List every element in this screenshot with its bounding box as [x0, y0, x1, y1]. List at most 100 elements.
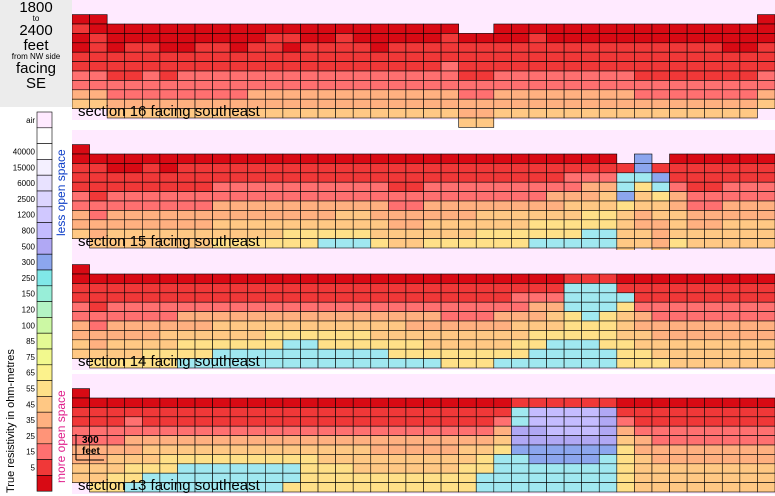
resistivity-cell — [194, 70, 213, 81]
resistivity-cell — [72, 153, 90, 164]
resistivity-cell — [212, 181, 231, 192]
resistivity-cell — [388, 435, 407, 446]
resistivity-cell — [106, 454, 126, 465]
legend-swatch — [36, 396, 53, 413]
resistivity-cell — [124, 219, 143, 230]
resistivity-cell — [282, 51, 301, 62]
resistivity-cell — [511, 108, 530, 119]
resistivity-cell — [757, 301, 775, 312]
resistivity-cell — [511, 330, 530, 341]
resistivity-cell — [300, 435, 319, 446]
resistivity-cell — [247, 172, 266, 183]
resistivity-cell — [563, 472, 582, 483]
resistivity-cell — [634, 320, 653, 331]
resistivity-cell — [511, 358, 530, 369]
resistivity-cell — [563, 358, 582, 369]
resistivity-cell — [300, 98, 319, 109]
resistivity-cell — [177, 70, 196, 81]
resistivity-cell — [669, 320, 688, 331]
resistivity-cell — [721, 407, 741, 418]
resistivity-cell — [458, 108, 477, 119]
resistivity-cell — [669, 200, 688, 211]
resistivity-cell — [317, 416, 336, 427]
resistivity-cell — [581, 463, 600, 474]
resistivity-cell — [739, 89, 758, 100]
resistivity-cell — [247, 61, 266, 72]
resistivity-cell — [581, 444, 600, 455]
resistivity-cell — [159, 435, 178, 446]
resistivity-cell — [721, 397, 741, 408]
resistivity-cell — [177, 200, 196, 211]
resistivity-cell — [317, 444, 336, 455]
resistivity-cell — [335, 292, 354, 303]
resistivity-cell — [194, 153, 213, 164]
resistivity-cell — [194, 339, 213, 350]
resistivity-cell — [616, 228, 635, 239]
resistivity-cell — [423, 339, 442, 350]
resistivity-cell — [546, 181, 565, 192]
resistivity-cell — [142, 181, 161, 192]
resistivity-cell — [282, 358, 301, 369]
resistivity-cell — [388, 292, 407, 303]
resistivity-cell — [317, 482, 336, 493]
resistivity-cell — [598, 435, 618, 446]
resistivity-cell — [159, 320, 178, 331]
resistivity-cell — [563, 33, 582, 44]
resistivity-cell — [651, 320, 670, 331]
resistivity-cell — [370, 98, 389, 109]
resistivity-cell — [598, 358, 618, 369]
resistivity-cell — [686, 61, 706, 72]
resistivity-cell — [72, 51, 90, 62]
resistivity-cell — [265, 163, 284, 174]
resistivity-cell — [598, 238, 618, 249]
resistivity-cell — [142, 292, 161, 303]
resistivity-cell — [721, 273, 741, 284]
resistivity-cell — [511, 42, 530, 53]
resistivity-cell — [212, 51, 231, 62]
resistivity-cell — [739, 301, 758, 312]
resistivity-cell — [528, 181, 547, 192]
resistivity-cell — [405, 292, 424, 303]
resistivity-cell — [317, 425, 336, 436]
resistivity-cell — [581, 482, 600, 493]
resistivity-cell — [405, 283, 424, 294]
resistivity-cell — [194, 407, 213, 418]
resistivity-cell — [370, 425, 389, 436]
resistivity-cell — [370, 163, 389, 174]
resistivity-cell — [335, 444, 354, 455]
resistivity-cell — [370, 463, 389, 474]
resistivity-cell — [317, 238, 336, 249]
resistivity-cell — [317, 51, 336, 62]
resistivity-cell — [177, 416, 196, 427]
resistivity-cell — [300, 311, 319, 322]
resistivity-cell — [634, 435, 653, 446]
resistivity-cell — [405, 153, 424, 164]
resistivity-cell — [616, 292, 635, 303]
resistivity-cell — [721, 80, 741, 91]
resistivity-cell — [493, 89, 512, 100]
resistivity-cell — [757, 33, 775, 44]
resistivity-cell — [528, 472, 547, 483]
resistivity-cell — [282, 463, 301, 474]
resistivity-cell — [388, 210, 407, 221]
resistivity-cell — [300, 425, 319, 436]
resistivity-cell — [89, 283, 108, 294]
resistivity-cell — [458, 301, 477, 312]
resistivity-cell — [739, 33, 758, 44]
legend-swatch — [36, 427, 53, 445]
resistivity-cell — [669, 61, 688, 72]
resistivity-cell — [370, 42, 389, 53]
resistivity-cell — [528, 191, 547, 202]
resistivity-cell — [721, 163, 741, 174]
resistivity-cell — [106, 70, 126, 81]
resistivity-cell — [563, 348, 582, 359]
resistivity-cell — [247, 181, 266, 192]
resistivity-cell — [475, 181, 495, 192]
resistivity-cell — [721, 330, 741, 341]
scale-bar-value: 300 — [82, 435, 99, 446]
resistivity-cell — [686, 70, 706, 81]
resistivity-cell — [335, 407, 354, 418]
resistivity-cell — [247, 454, 266, 465]
resistivity-cell — [563, 482, 582, 493]
resistivity-cell — [106, 210, 126, 221]
